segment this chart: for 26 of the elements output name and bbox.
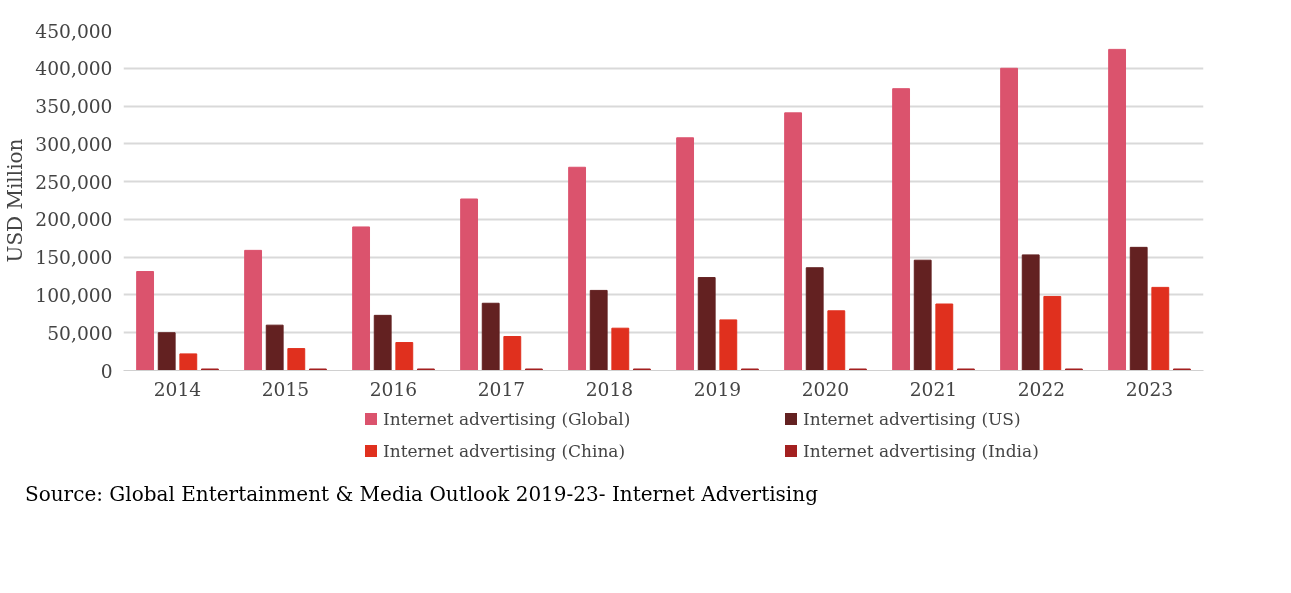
x-tick-label: 2014	[153, 378, 202, 400]
y-axis-title: USD Million	[3, 138, 28, 263]
y-tick-label: 50,000	[47, 322, 113, 344]
y-tick-label: 200,000	[35, 209, 113, 231]
x-tick-label: 2015	[261, 378, 310, 400]
y-tick-label: 400,000	[35, 58, 113, 80]
legend-label: Internet advertising (China)	[383, 440, 626, 464]
legend-label: Internet advertising (US)	[803, 408, 1021, 431]
x-tick-label: 2017	[477, 378, 526, 400]
y-tick-label: 250,000	[35, 171, 113, 193]
x-tick-label: 2022	[1017, 378, 1066, 400]
legend-label: Internet advertising (Global)	[383, 408, 631, 431]
source-note: Source: Global Entertainment & Media Outlook 2019-23- Internet Advertising	[25, 480, 819, 508]
x-tick-label: 2021	[909, 378, 958, 400]
x-tick-label: 2020	[801, 378, 850, 400]
x-tick-label: 2018	[585, 378, 634, 400]
y-tick-label: 350,000	[35, 96, 113, 118]
y-tick-label: 450,000	[35, 20, 113, 42]
legend-label: Internet advertising (India)	[803, 440, 1039, 464]
y-tick-label: 150,000	[35, 247, 113, 269]
y-tick-label: 300,000	[35, 133, 113, 155]
x-tick-label: 2019	[693, 378, 742, 400]
y-tick-label: 0	[100, 360, 113, 382]
y-tick-label: 100,000	[35, 284, 113, 306]
x-tick-label: 2023	[1125, 378, 1174, 400]
x-tick-label: 2016	[369, 378, 418, 400]
